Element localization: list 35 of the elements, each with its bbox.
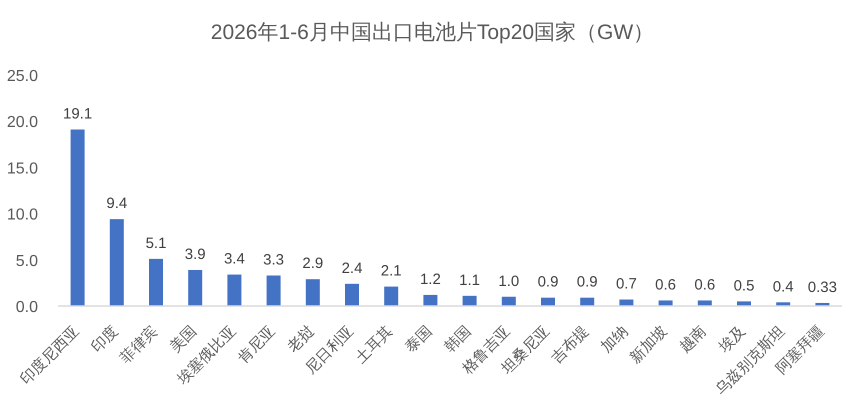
y-tick-label: 20.0 — [6, 114, 38, 132]
data-label: 0.4 — [772, 278, 794, 296]
data-label: 1.2 — [420, 270, 441, 288]
data-label: 5.1 — [146, 234, 166, 252]
data-label: 1.1 — [459, 272, 480, 289]
y-tick-label: 5.0 — [16, 252, 38, 270]
data-label: 2.1 — [380, 262, 402, 280]
y-tick-label: 0.0 — [16, 299, 38, 316]
data-label: 2.9 — [302, 255, 324, 272]
y-tick-label: 25.0 — [6, 68, 38, 85]
x-tick-label: 泰国 — [402, 322, 436, 356]
data-label: 1.0 — [498, 272, 520, 290]
y-tick-label: 15.0 — [6, 160, 38, 178]
x-tick-label: 韩国 — [441, 322, 474, 356]
data-label: 0.6 — [694, 276, 716, 294]
data-label: 3.4 — [224, 250, 245, 268]
x-tick-label: 吉布提 — [548, 322, 592, 367]
data-label: 0.5 — [734, 277, 754, 294]
y-tick-label: 10.0 — [6, 206, 38, 224]
data-label: 0.7 — [616, 276, 637, 293]
x-tick-label: 肯尼亚 — [234, 322, 278, 367]
x-tick-label: 越南 — [676, 322, 710, 356]
data-label: 19.1 — [63, 106, 92, 123]
data-label: 0.33 — [808, 278, 837, 296]
x-tick-label: 土耳其 — [352, 322, 396, 367]
data-label: 9.4 — [106, 195, 128, 212]
data-label: 0.6 — [655, 276, 676, 294]
chart-title: 2026年1-6月中国出口电池片Top20国家（GW） — [210, 21, 654, 44]
data-label: 3.9 — [184, 246, 206, 263]
x-tick-label: 埃及 — [714, 322, 749, 357]
data-label: 0.9 — [576, 274, 598, 291]
data-label: 0.9 — [538, 274, 558, 291]
x-tick-label: 印度尼西亚 — [17, 322, 82, 388]
data-label: 3.3 — [263, 252, 284, 269]
data-label: 2.4 — [342, 260, 362, 277]
